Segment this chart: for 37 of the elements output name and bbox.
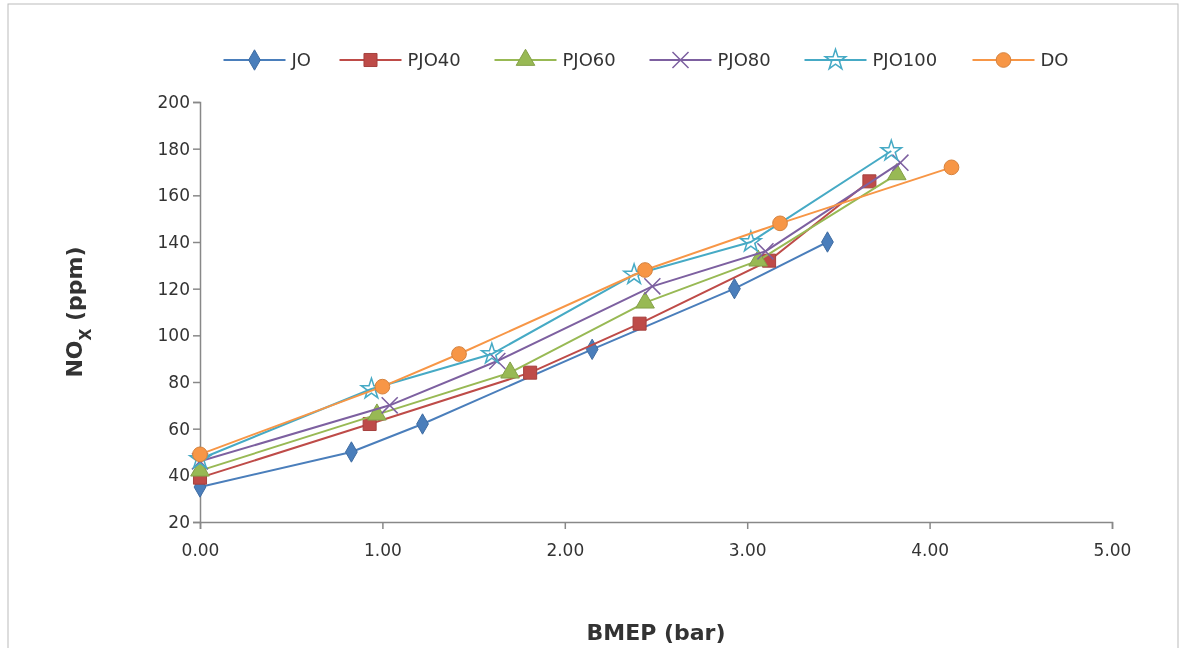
- x-tick-label: 4.00: [911, 539, 950, 560]
- point: [480, 342, 503, 364]
- legend-label: DO: [1040, 49, 1069, 70]
- point: [943, 159, 960, 176]
- legend-label: PJO60: [562, 49, 616, 70]
- y-tick-label: 160: [157, 185, 190, 206]
- point: [772, 215, 788, 232]
- x-tick-label: 5.00: [1093, 539, 1132, 560]
- y-tick-label: 40: [168, 465, 190, 486]
- y-tick-label: 60: [168, 418, 190, 439]
- x-tick-label: 3.00: [728, 539, 767, 560]
- x-tick-label: 0.00: [181, 539, 220, 560]
- point: [756, 242, 775, 261]
- x-tick-label: 2.00: [546, 539, 585, 560]
- point: [880, 139, 903, 161]
- y-tick-label: 140: [157, 231, 190, 252]
- point: [380, 396, 399, 415]
- y-tick-label: 80: [168, 371, 190, 392]
- y-tick-label: 20: [168, 511, 190, 532]
- point: [643, 277, 662, 296]
- x-tick-label: 1.00: [363, 539, 402, 560]
- point: [523, 365, 538, 380]
- point: [451, 346, 467, 362]
- legend-label: JO: [290, 49, 311, 70]
- point: [739, 230, 762, 252]
- y-tick-label: 180: [157, 138, 190, 159]
- legend-label: PJO100: [872, 49, 938, 70]
- point: [891, 153, 910, 172]
- y-tick-label: 200: [157, 91, 190, 112]
- point: [374, 378, 391, 395]
- y-tick-label: 100: [157, 325, 190, 346]
- legend-label: PJO80: [717, 49, 771, 70]
- legend-label: PJO40: [407, 49, 461, 70]
- x-axis-title: BMEP (bar): [586, 620, 726, 645]
- y-tick-label: 120: [157, 278, 190, 299]
- point: [637, 262, 653, 278]
- point: [632, 316, 647, 331]
